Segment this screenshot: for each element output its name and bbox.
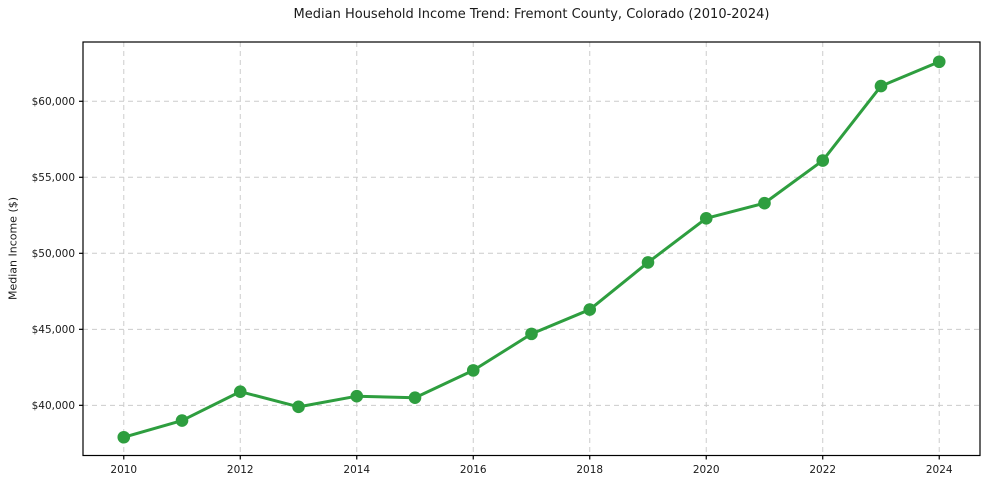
x-tick-label: 2022 [809, 464, 836, 476]
plot-border [82, 41, 981, 457]
data-point-2014 [350, 389, 364, 403]
data-point-2013 [292, 400, 305, 414]
data-point-2021 [758, 196, 771, 210]
y-tick-label: $40,000 [32, 400, 75, 412]
x-tick-label: 2014 [343, 464, 370, 476]
data-point-2019 [641, 256, 655, 269]
y-tick-label: $45,000 [32, 324, 75, 336]
data-point-2012 [233, 385, 247, 398]
data-point-2016 [466, 364, 480, 377]
data-point-2020 [699, 212, 713, 225]
data-point-2011 [175, 414, 189, 427]
x-tick-label: 2012 [227, 464, 254, 476]
y-tick-label: $60,000 [32, 96, 75, 108]
x-tick-label: 2016 [460, 464, 487, 476]
data-point-2018 [583, 303, 597, 316]
x-tick-label: 2018 [576, 464, 603, 476]
trend-line [122, 60, 941, 439]
x-tick-label: 2024 [926, 464, 953, 476]
y-axis-label: Median Income ($) [6, 196, 20, 301]
chart-title: Median Household Income Trend: Fremont C… [293, 7, 770, 22]
data-point-2022 [816, 154, 830, 167]
data-point-2023 [874, 79, 888, 93]
data-point-2015 [408, 391, 422, 405]
x-tick-label: 2020 [693, 464, 720, 476]
x-tick-label: 2010 [110, 464, 137, 476]
data-point-2010 [117, 430, 131, 444]
data-point-2024 [932, 55, 946, 69]
y-tick-label: $55,000 [32, 172, 75, 184]
y-tick-label: $50,000 [32, 248, 75, 260]
data-point-2017 [525, 327, 538, 341]
